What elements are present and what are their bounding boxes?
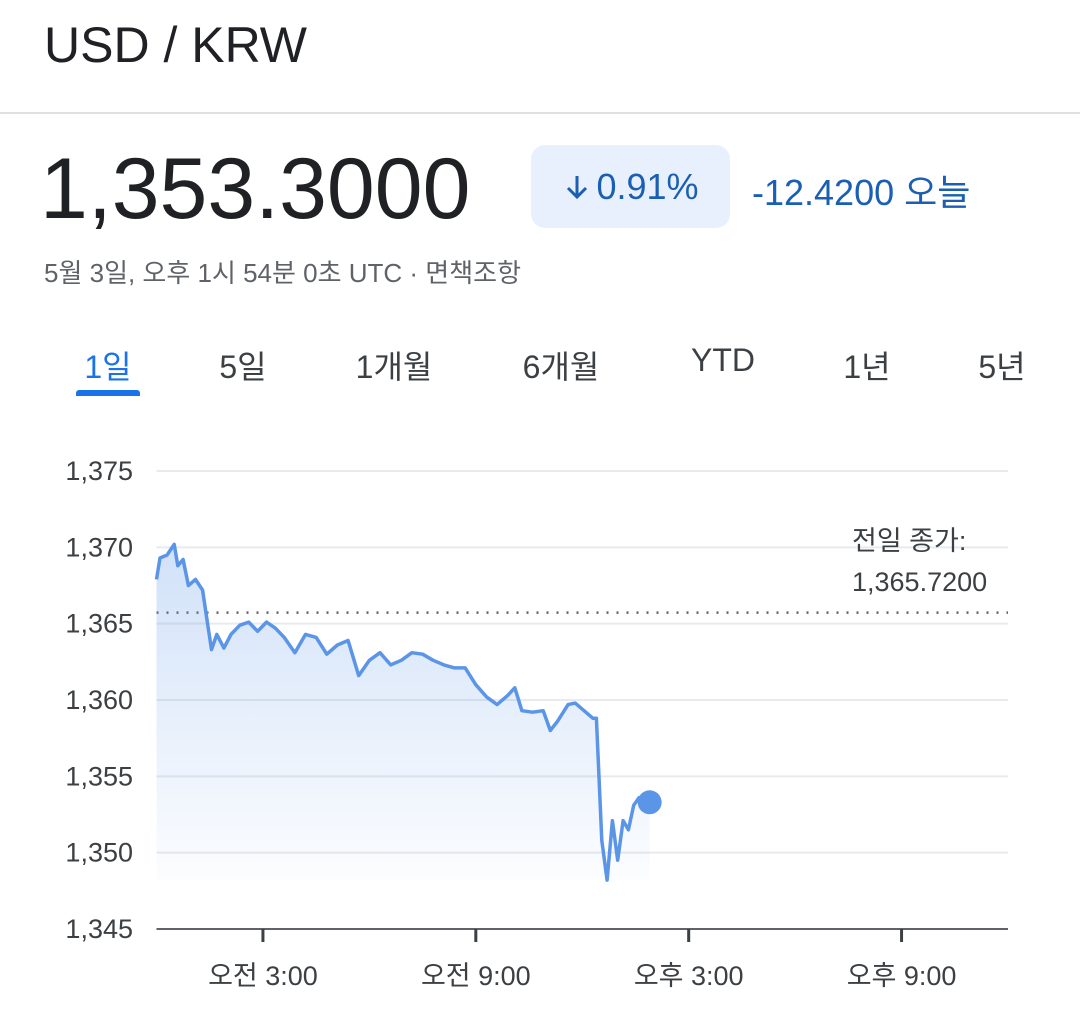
last-point	[637, 790, 662, 815]
x-tick-label: 오후 9:00	[847, 961, 957, 991]
range-tab[interactable]: 5년	[978, 349, 1026, 385]
x-tick-label: 오전 9:00	[421, 961, 531, 991]
range-tab[interactable]: 5일	[219, 349, 267, 385]
x-tick-label: 오전 3:00	[208, 961, 318, 991]
y-tick-label: 1,350	[65, 838, 133, 868]
area	[156, 544, 650, 881]
timestamp: 5월 3일, 오후 1시 54분 0초 UTC · 면책조항	[44, 258, 521, 288]
y-tick-label: 1,345	[65, 914, 133, 944]
price: 1,353.3000	[40, 141, 471, 237]
pair-title: USD / KRW	[44, 17, 307, 73]
range-tab[interactable]: YTD	[691, 342, 755, 378]
change-badge: 0.91%	[531, 145, 730, 228]
range-tab[interactable]: 1년	[843, 349, 891, 385]
y-tick-label: 1,365	[65, 609, 133, 639]
range-tab[interactable]: 1개월	[355, 349, 433, 385]
change-percent: 0.91%	[596, 165, 699, 207]
y-tick-label: 1,370	[65, 532, 133, 562]
divider	[0, 112, 1080, 114]
y-tick-label: 1,360	[65, 685, 133, 715]
range-tab[interactable]: 1일	[84, 349, 132, 385]
change-period: 오늘	[904, 172, 971, 213]
y-tick-label: 1,375	[65, 456, 133, 486]
x-tick-label: 오후 3:00	[634, 961, 744, 991]
previous-close-value: 1,365.7200	[852, 567, 987, 597]
change: -12.4200 오늘	[752, 164, 970, 216]
range-tab[interactable]: 6개월	[522, 349, 600, 385]
price-line	[154, 542, 651, 882]
active-tab-indicator	[76, 390, 140, 396]
change-value: -12.4200	[752, 172, 895, 213]
y-tick-label: 1,355	[65, 761, 133, 791]
previous-close-title: 전일 종가:	[852, 526, 966, 556]
down-arrow	[567, 175, 588, 199]
